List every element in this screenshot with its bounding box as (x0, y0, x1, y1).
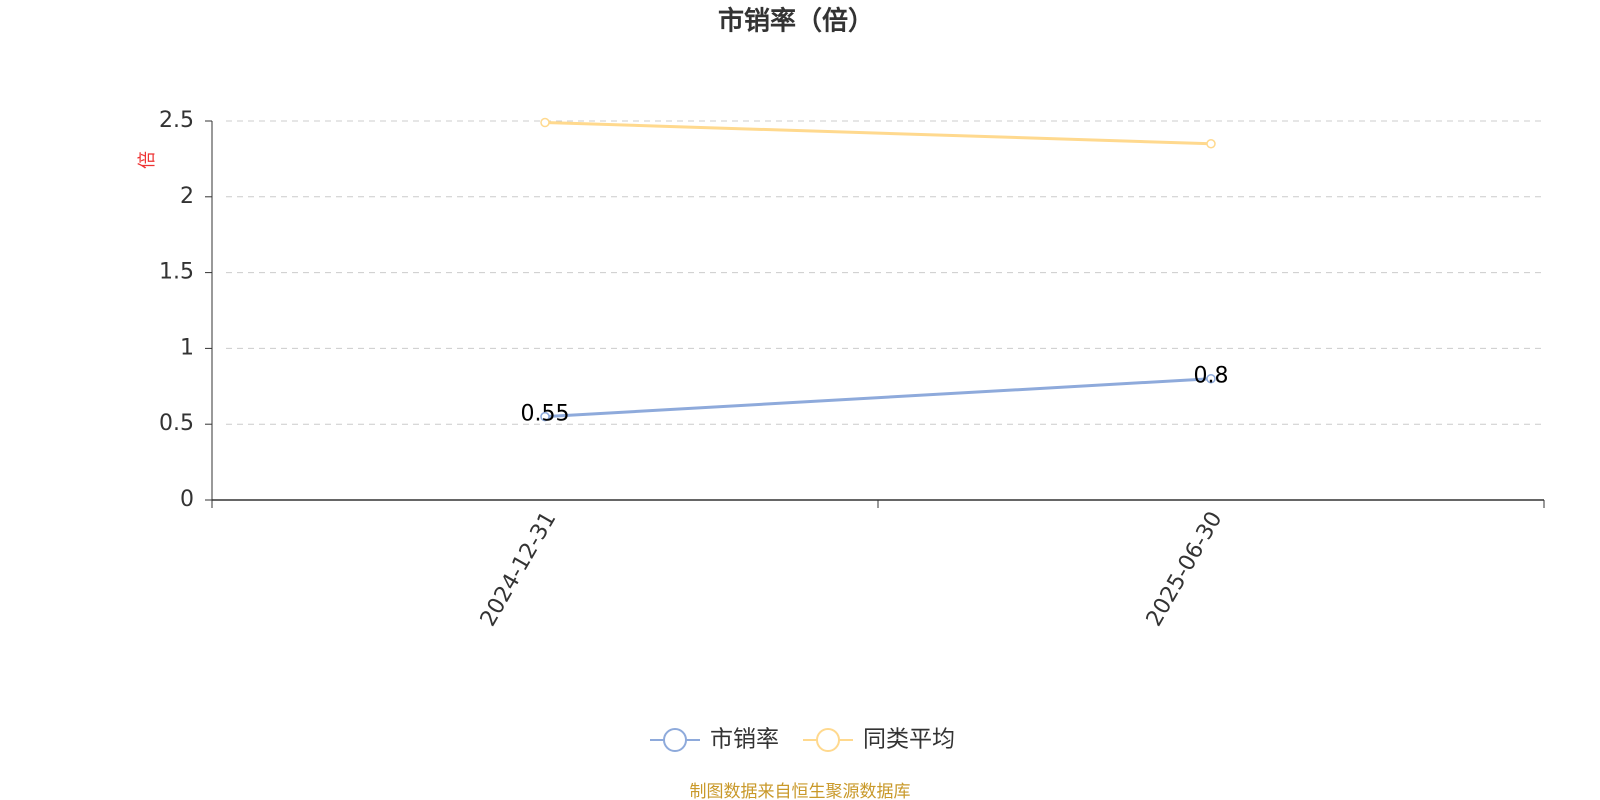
y-tick-label: 0.5 (159, 411, 194, 436)
source-note: 制图数据来自恒生聚源数据库 (690, 782, 911, 800)
y-tick-label: 1 (180, 335, 194, 360)
legend-label: 同类平均 (863, 727, 955, 753)
chart-title: 市销率（倍） (718, 6, 874, 37)
y-tick-label: 2 (180, 184, 194, 209)
legend-marker (816, 728, 840, 752)
legend-label: 市销率 (710, 727, 779, 753)
x-tick-label: 2024-12-31 (476, 508, 562, 631)
y-tick-label: 2.5 (159, 108, 194, 133)
point (1206, 138, 1216, 149)
point (540, 117, 550, 128)
data-label: 0.55 (521, 402, 570, 427)
line-series (544, 377, 1212, 419)
line-series (544, 121, 1212, 146)
y-axis-label: 倍 (137, 151, 158, 169)
y-tick-label: 0 (180, 487, 194, 512)
legend-marker (663, 728, 687, 752)
x-tick-label: 2025-06-30 (1142, 508, 1228, 631)
data-label: 0.8 (1194, 364, 1229, 389)
point (1206, 373, 1216, 384)
point (540, 411, 550, 422)
y-tick-label: 1.5 (159, 260, 194, 285)
